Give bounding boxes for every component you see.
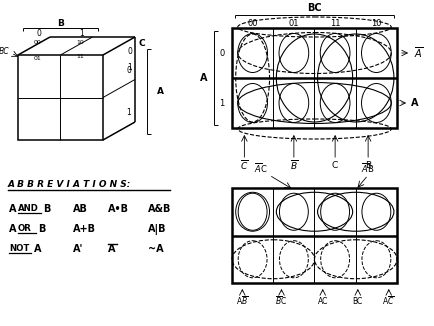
- Text: A$\overline{C}$: A$\overline{C}$: [381, 295, 394, 307]
- Text: A B B R E V I A T I O N S:: A B B R E V I A T I O N S:: [8, 180, 131, 189]
- Text: B: B: [57, 19, 64, 27]
- Text: A': A': [73, 244, 83, 254]
- Text: A$\overline{B}$: A$\overline{B}$: [236, 295, 248, 307]
- Text: 1: 1: [219, 98, 224, 108]
- Text: 00: 00: [247, 20, 257, 28]
- Bar: [231, 188, 396, 283]
- Bar: [18, 55, 103, 140]
- Text: 00: 00: [34, 40, 42, 46]
- Text: BC: BC: [0, 47, 9, 55]
- Text: 0: 0: [126, 66, 131, 75]
- Text: 0: 0: [219, 49, 224, 57]
- Text: $\overline{B}$C: $\overline{B}$C: [275, 295, 287, 307]
- Text: A: A: [34, 244, 41, 254]
- Text: $\overline{C}$: $\overline{C}$: [240, 158, 248, 172]
- Text: $\overline{A}$B: $\overline{A}$B: [361, 161, 374, 175]
- Text: 11: 11: [329, 20, 339, 28]
- Text: BC: BC: [306, 3, 321, 13]
- Text: 1: 1: [79, 28, 84, 37]
- Text: BC: BC: [352, 297, 362, 305]
- Text: $\overline{A}$: $\overline{A}$: [414, 46, 423, 60]
- Text: 1: 1: [127, 63, 132, 71]
- Text: 11: 11: [76, 53, 84, 58]
- Text: ~A: ~A: [148, 244, 163, 254]
- Text: A&B: A&B: [148, 204, 171, 214]
- Text: C: C: [139, 38, 145, 48]
- Text: 0: 0: [37, 28, 42, 37]
- Text: A: A: [200, 73, 207, 83]
- Text: A: A: [108, 244, 115, 254]
- Text: C: C: [331, 160, 338, 170]
- Text: NOT: NOT: [9, 244, 30, 253]
- Text: A: A: [9, 224, 16, 234]
- Text: B: B: [364, 160, 370, 170]
- Text: A|B: A|B: [148, 224, 166, 235]
- Text: AND: AND: [18, 204, 39, 213]
- Text: AB: AB: [73, 204, 88, 214]
- Text: A: A: [9, 204, 16, 214]
- Text: 01: 01: [34, 56, 42, 62]
- Text: $\overline{A}$C: $\overline{A}$C: [253, 161, 267, 175]
- Text: 10: 10: [76, 40, 84, 46]
- Text: A•B: A•B: [108, 204, 129, 214]
- Text: A: A: [157, 87, 164, 96]
- Text: $\overline{B}$: $\overline{B}$: [289, 158, 297, 172]
- Text: 1: 1: [126, 108, 131, 117]
- Text: AC: AC: [317, 297, 327, 305]
- Text: A: A: [410, 98, 418, 108]
- Text: B: B: [43, 204, 50, 214]
- Text: A+B: A+B: [73, 224, 96, 234]
- Text: 01: 01: [288, 20, 299, 28]
- Text: 0: 0: [127, 47, 132, 55]
- Text: B: B: [38, 224, 45, 234]
- Bar: [231, 28, 396, 128]
- Text: 10: 10: [370, 20, 381, 28]
- Text: OR: OR: [18, 224, 32, 233]
